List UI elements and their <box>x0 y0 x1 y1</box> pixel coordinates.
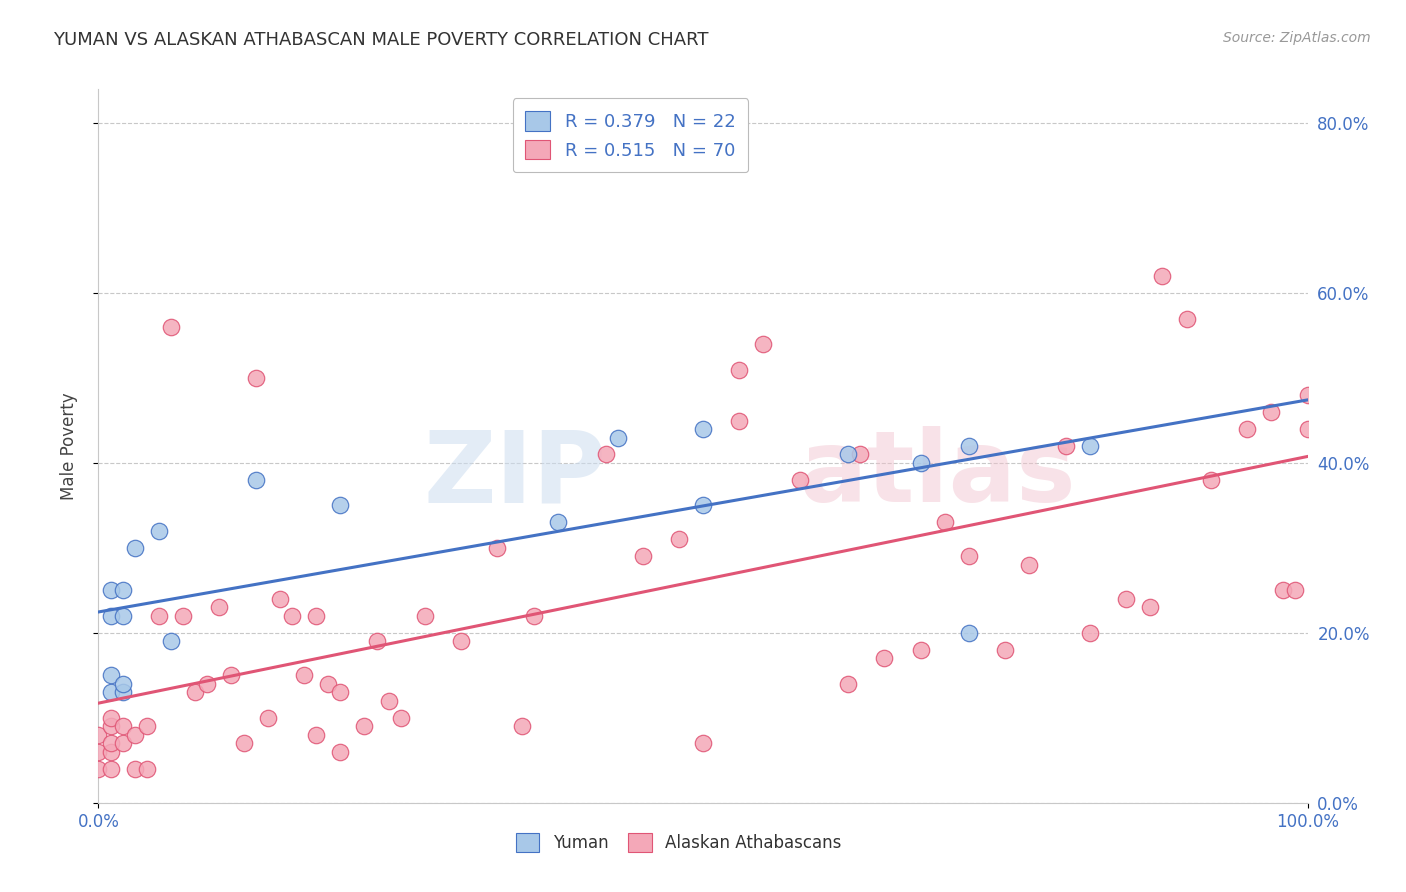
Point <box>316 677 339 691</box>
Point <box>631 549 654 564</box>
Point <box>124 728 146 742</box>
Point <box>1175 311 1198 326</box>
Point <box>256 711 278 725</box>
Point <box>353 719 375 733</box>
Point <box>87 728 110 742</box>
Point <box>752 337 775 351</box>
Point <box>124 762 146 776</box>
Point <box>100 736 122 750</box>
Point <box>281 608 304 623</box>
Point <box>87 762 110 776</box>
Point <box>111 685 134 699</box>
Point <box>1236 422 1258 436</box>
Point <box>269 591 291 606</box>
Point <box>873 651 896 665</box>
Point <box>728 413 751 427</box>
Point <box>692 422 714 436</box>
Point <box>245 371 267 385</box>
Point <box>124 541 146 555</box>
Point <box>837 677 859 691</box>
Point <box>486 541 509 555</box>
Point <box>221 668 243 682</box>
Point <box>450 634 472 648</box>
Point <box>692 499 714 513</box>
Point <box>668 533 690 547</box>
Point <box>523 608 546 623</box>
Point <box>184 685 207 699</box>
Point <box>849 448 872 462</box>
Point <box>208 600 231 615</box>
Point <box>111 677 134 691</box>
Point <box>305 608 328 623</box>
Point <box>100 608 122 623</box>
Point <box>100 668 122 682</box>
Point <box>934 516 956 530</box>
Point <box>1296 422 1319 436</box>
Point <box>245 473 267 487</box>
Point <box>1260 405 1282 419</box>
Point <box>607 430 630 444</box>
Y-axis label: Male Poverty: Male Poverty <box>59 392 77 500</box>
Point <box>148 524 170 538</box>
Point <box>100 685 122 699</box>
Point <box>377 694 399 708</box>
Point <box>1139 600 1161 615</box>
Point <box>100 583 122 598</box>
Point <box>87 745 110 759</box>
Point <box>1272 583 1295 598</box>
Point <box>1078 626 1101 640</box>
Point <box>1296 388 1319 402</box>
Point <box>910 643 932 657</box>
Point <box>292 668 315 682</box>
Point <box>547 516 569 530</box>
Point <box>1018 558 1040 572</box>
Point <box>100 711 122 725</box>
Text: Source: ZipAtlas.com: Source: ZipAtlas.com <box>1223 31 1371 45</box>
Point <box>232 736 254 750</box>
Point <box>172 608 194 623</box>
Point <box>994 643 1017 657</box>
Point <box>389 711 412 725</box>
Point <box>595 448 617 462</box>
Point <box>100 762 122 776</box>
Text: YUMAN VS ALASKAN ATHABASCAN MALE POVERTY CORRELATION CHART: YUMAN VS ALASKAN ATHABASCAN MALE POVERTY… <box>53 31 709 49</box>
Point <box>837 448 859 462</box>
Point <box>111 736 134 750</box>
Point <box>692 736 714 750</box>
Legend: Yuman, Alaskan Athabascans: Yuman, Alaskan Athabascans <box>509 827 848 859</box>
Point <box>366 634 388 648</box>
Point <box>957 439 980 453</box>
Point <box>329 499 352 513</box>
Point <box>135 719 157 733</box>
Point <box>510 719 533 733</box>
Point <box>789 473 811 487</box>
Point <box>160 634 183 648</box>
Point <box>100 719 122 733</box>
Point <box>329 685 352 699</box>
Point <box>1152 269 1174 284</box>
Point <box>1078 439 1101 453</box>
Point <box>1284 583 1306 598</box>
Point <box>100 745 122 759</box>
Point <box>1115 591 1137 606</box>
Point <box>957 549 980 564</box>
Text: atlas: atlas <box>800 426 1077 523</box>
Point <box>910 456 932 470</box>
Point <box>728 362 751 376</box>
Point <box>111 719 134 733</box>
Point <box>413 608 436 623</box>
Point <box>111 608 134 623</box>
Point <box>329 745 352 759</box>
Point <box>160 320 183 334</box>
Point <box>135 762 157 776</box>
Point <box>1054 439 1077 453</box>
Text: ZIP: ZIP <box>423 426 606 523</box>
Point <box>957 626 980 640</box>
Point <box>305 728 328 742</box>
Point <box>195 677 218 691</box>
Point <box>111 583 134 598</box>
Point <box>1199 473 1222 487</box>
Point <box>148 608 170 623</box>
